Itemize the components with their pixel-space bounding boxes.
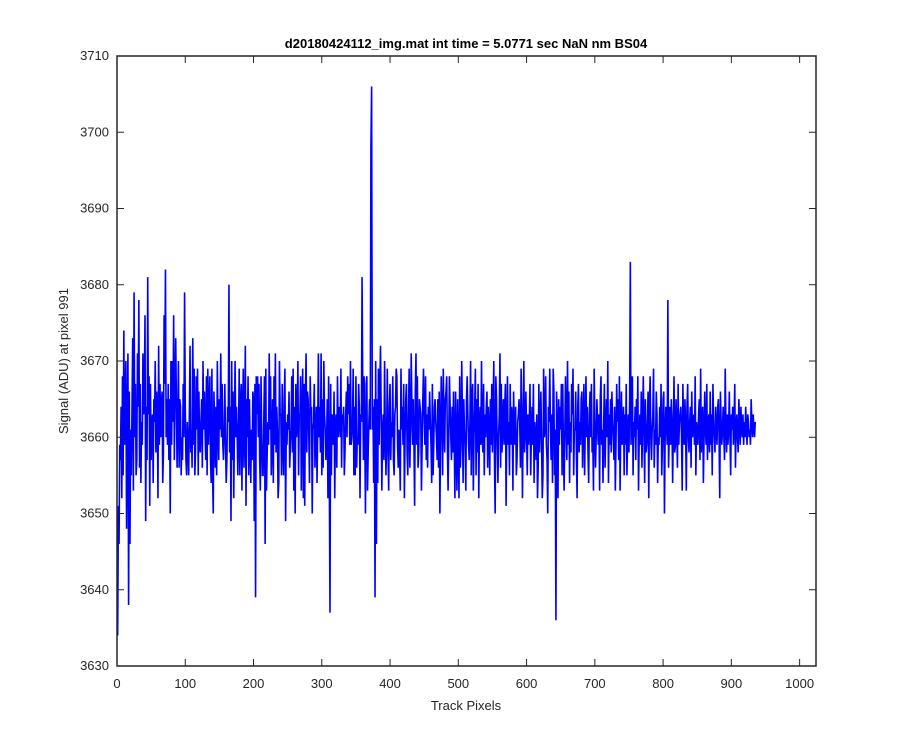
y-tick-label-3680: 3680 [80, 277, 109, 292]
y-tick-label-3630: 3630 [80, 658, 109, 673]
y-axis-label: Signal (ADU) at pixel 991 [56, 288, 71, 434]
x-tick-label-900: 900 [721, 676, 743, 691]
axes-layer: 0 100 200 300 400 500 600 700 800 900 1000 3630 3640… [80, 48, 817, 691]
plot-area [117, 56, 816, 666]
x-tick-label-200: 200 [243, 676, 265, 691]
x-tick-label-0: 0 [113, 676, 120, 691]
y-tick-label-3640: 3640 [80, 582, 109, 597]
y-tick-label-3650: 3650 [80, 506, 109, 521]
x-tick-label-500: 500 [447, 676, 469, 691]
x-tick-label-300: 300 [311, 676, 333, 691]
y-tick-label-3710: 3710 [80, 48, 109, 63]
y-tick-label-3700: 3700 [80, 124, 109, 139]
x-tick-label-400: 400 [379, 676, 401, 691]
x-tick-label-800: 800 [652, 676, 674, 691]
x-tick-label-100: 100 [174, 676, 196, 691]
series-line-0 [116, 86, 757, 636]
chart-title: d20180424112_img.mat int time = 5.0771 s… [285, 36, 648, 51]
series-layer [116, 86, 757, 636]
y-tick-label-3670: 3670 [80, 353, 109, 368]
x-axis-label: Track Pixels [431, 698, 502, 713]
x-tick-label-1000: 1000 [785, 676, 814, 691]
y-tick-label-3660: 3660 [80, 429, 109, 444]
y-tick-label-3690: 3690 [80, 201, 109, 216]
x-tick-label-700: 700 [584, 676, 606, 691]
x-tick-label-600: 600 [516, 676, 538, 691]
